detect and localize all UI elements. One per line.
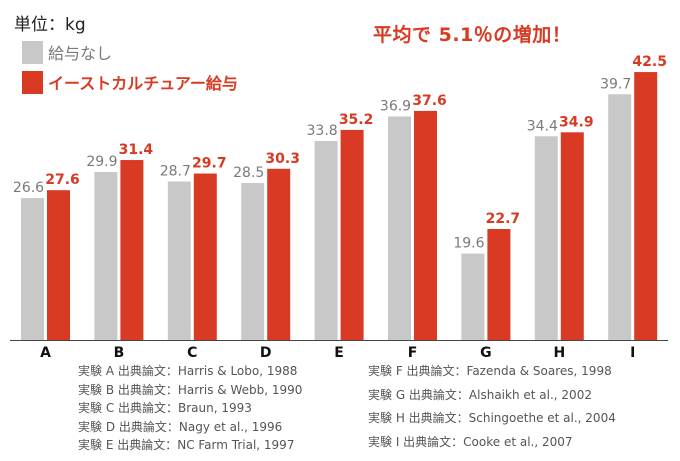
source-line: 実験 H 出典論文：Schingoethe et al., 2004 [368,411,616,425]
sources-right: 実験 F 出典論文：Fazenda & Soares, 1998 実験 G 出典… [368,362,616,456]
legend-swatch-control [22,40,43,64]
source-line: 実験 B 出典論文：Harris & Webb, 1990 [78,382,303,397]
legend-item-treatment: イーストカルチュアー給与 [22,69,238,95]
data-label-control: 33.8 [307,123,338,139]
data-label-treatment: 34.9 [559,114,594,130]
x-tick-label: C [187,345,197,361]
data-label-control: 28.5 [233,165,264,181]
source-line: 実験 A 出典論文：Harris & Lobo, 1988 [78,364,298,378]
x-tick-label: E [334,345,344,361]
bar-treatment [340,129,364,340]
bar-control [167,181,191,340]
data-label-treatment: 42.5 [632,54,667,70]
legend-label-treatment: イーストカルチュアー給与 [48,74,238,93]
bar-control [388,116,411,340]
data-label-control: 26.6 [13,180,44,196]
bar-treatment [487,229,511,340]
x-tick-label: H [553,345,565,361]
x-tick-label: I [630,345,635,361]
data-label-control: 28.7 [160,163,191,179]
data-label-treatment: 29.7 [192,156,227,172]
x-tick-label: B [114,345,125,361]
bar-control [608,94,632,340]
bar-control [461,253,485,340]
legend-item-control: 給与なし [22,39,238,65]
source-line: 実験 F 出典論文：Fazenda & Soares, 1998 [368,364,612,378]
data-label-treatment: 30.3 [265,151,300,167]
source-line: 実験 D 出典論文：Nagy et al., 1996 [78,419,283,434]
data-label-control: 19.6 [453,236,484,252]
source-line: 実験 I 出典論文：Cooke et al., 2007 [368,434,573,449]
x-tick-label: G [480,345,492,361]
legend-swatch-treatment [22,70,43,94]
data-label-treatment: 27.6 [45,172,80,188]
sources-left: 実験 A 出典論文：Harris & Lobo, 1988 実験 B 出典論文：… [78,362,302,455]
unit-label: 単位：kg [14,15,86,35]
bar-treatment [193,173,217,340]
x-tick-label: A [40,345,51,361]
bar-treatment [560,132,584,340]
data-label-treatment: 31.4 [119,142,154,158]
bar-control [241,183,265,340]
data-label-treatment: 35.2 [339,112,374,128]
source-line: 実験 C 出典論文：Braun, 1993 [78,401,252,415]
legend: 給与なし イーストカルチュアー給与 [22,39,238,99]
bar-treatment [120,160,144,340]
bar-control [94,171,118,340]
data-label-control: 34.4 [527,118,558,134]
bar-control [534,136,558,340]
bar-treatment [47,190,70,340]
x-tick-label: D [260,345,272,361]
data-label-control: 29.9 [86,154,117,170]
legend-label-control: 給与なし [48,44,113,63]
bar-treatment [414,110,437,341]
bar-control [314,141,338,340]
bar-control [21,198,44,340]
data-label-treatment: 37.6 [412,93,447,109]
headline: 平均で 5.1％の増加！ [373,24,572,46]
source-line: 実験 G 出典論文：Alshaikh et al., 2002 [368,387,592,402]
x-tick-label: F [408,345,418,361]
data-label-control: 36.9 [380,98,411,114]
data-label-treatment: 22.7 [486,211,521,227]
source-line: 実験 E 出典論文：NC Farm Trial, 1997 [78,438,295,452]
bar-treatment [267,168,291,340]
bar-treatment [634,72,658,341]
data-label-control: 39.7 [600,76,631,92]
